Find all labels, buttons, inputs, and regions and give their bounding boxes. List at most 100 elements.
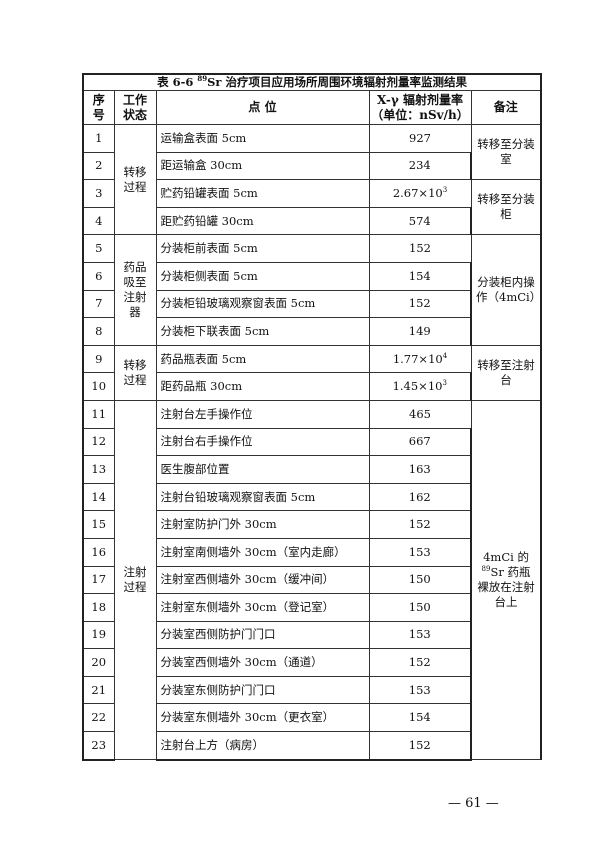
row-number: 9 <box>82 344 115 374</box>
remark-cell: 转移至分装柜 <box>470 179 543 236</box>
table-title: 表 6-6 89Sr 治疗项目应用场所周围环境辐射剂量率监测结果 <box>81 73 543 91</box>
dose-rate-value: 149 <box>368 317 472 346</box>
row-number: 4 <box>82 206 115 236</box>
row-number: 22 <box>82 703 115 733</box>
header-remark: 备注 <box>470 90 543 125</box>
table-row: 13 医生腹部位置 163 <box>82 455 541 484</box>
row-number: 11 <box>82 399 115 429</box>
point-cell: 运输盒表面 5cm <box>155 124 370 153</box>
dose-rate-value: 152 <box>368 510 472 539</box>
point-cell: 注射台右手操作位 <box>155 427 370 457</box>
table-row: 8 分装柜下联表面 5cm 149 <box>82 317 541 346</box>
row-number: 17 <box>82 565 115 595</box>
row-number: 23 <box>82 731 115 761</box>
point-cell: 注射室东侧墙外 30cm（登记室） <box>155 593 370 622</box>
remark-cell: 4mCi 的 89Sr 药瓶裸放在注射台上 <box>470 399 543 761</box>
table-row: 17 注射室西侧墙外 30cm（缓冲间） 150 <box>82 565 541 595</box>
dose-rate-value: 152 <box>368 234 472 263</box>
dose-rate-value: 667 <box>368 427 472 457</box>
work-status-cell: 转移过程 <box>113 123 157 236</box>
dose-rate-value: 927 <box>368 124 472 153</box>
header-status: 工作状态 <box>113 90 157 125</box>
point-cell: 注射台左手操作位 <box>155 399 370 429</box>
header-no: 序号 <box>82 90 115 125</box>
page-number: — 61 — <box>448 796 499 811</box>
row-number: 13 <box>82 455 115 484</box>
row-number: 10 <box>82 372 115 401</box>
table-row: 20 分装室西侧墙外 30cm（通道） 152 <box>82 648 541 677</box>
dose-rate-value: 152 <box>368 289 472 319</box>
point-cell: 距贮药铅罐 30cm <box>155 206 370 236</box>
row-number: 21 <box>82 675 115 705</box>
row-number: 15 <box>82 510 115 539</box>
point-cell: 分装柜铅玻璃观察窗表面 5cm <box>155 289 370 319</box>
row-number: 20 <box>82 648 115 677</box>
point-cell: 距运输盒 30cm <box>155 151 370 181</box>
row-number: 14 <box>82 482 115 512</box>
row-number: 16 <box>82 537 115 567</box>
point-cell: 医生腹部位置 <box>155 455 370 484</box>
table-row: 3 贮药铅罐表面 5cm 2.67×103 转移至分装柜 <box>82 179 543 236</box>
table-row: 1 转移过程 运输盒表面 5cm 927 转移至分装室 <box>82 123 543 236</box>
table-row: 7 分装柜铅玻璃观察窗表面 5cm 152 <box>82 289 541 319</box>
dose-rate-value: 153 <box>368 620 472 650</box>
row-number: 3 <box>82 179 115 208</box>
header-rate: X-γ 辐射剂量率 （单位：nSv/h） <box>368 90 472 125</box>
table-row: 23 注射台上方（病房） 152 <box>82 731 541 761</box>
row-number: 2 <box>82 151 115 181</box>
point-cell: 药品瓶表面 5cm <box>155 344 370 374</box>
dose-rate-value: 1.45×103 <box>368 372 472 401</box>
dose-rate-value: 154 <box>368 261 472 291</box>
table-row: 22 分装室东侧墙外 30cm（更衣室） 154 <box>82 703 541 733</box>
table-row: 2 距运输盒 30cm 234 <box>82 151 541 181</box>
dose-rate-value: 465 <box>368 399 472 429</box>
remark-cell: 分装柜内操作（4mCi） <box>470 234 543 346</box>
row-number: 1 <box>82 124 115 153</box>
dose-rate-value: 163 <box>368 455 472 484</box>
dose-rate-value: 2.67×103 <box>368 179 472 208</box>
dose-rate-value: 152 <box>368 731 472 761</box>
table-row: 4 距贮药铅罐 30cm 574 <box>82 206 541 236</box>
point-cell: 分装室东侧墙外 30cm（更衣室） <box>155 703 370 733</box>
dose-rate-value: 154 <box>368 703 472 733</box>
table-row: 16 注射室南侧墙外 30cm（室内走廊） 153 <box>82 537 541 567</box>
dose-rate-value: 150 <box>368 593 472 622</box>
table-row: 5 药品吸至注射器 分装柜前表面 5cm 152 分装柜内操作（4mCi） <box>82 234 543 346</box>
dose-rate-value: 153 <box>368 537 472 567</box>
row-number: 6 <box>82 261 115 291</box>
remark-cell: 转移至分装室 <box>470 123 543 181</box>
point-cell: 注射室南侧墙外 30cm（室内走廊） <box>155 537 370 567</box>
point-cell: 分装室东侧防护门门口 <box>155 675 370 705</box>
dose-rate-value: 234 <box>368 151 472 181</box>
point-cell: 注射台铅玻璃观察窗表面 5cm <box>155 482 370 512</box>
point-cell: 分装室西侧防护门门口 <box>155 620 370 650</box>
point-cell: 距药品瓶 30cm <box>155 372 370 401</box>
point-cell: 贮药铅罐表面 5cm <box>155 179 370 208</box>
point-cell: 分装柜侧表面 5cm <box>155 261 370 291</box>
dose-rate-value: 162 <box>368 482 472 512</box>
work-status-cell: 药品吸至注射器 <box>113 234 157 346</box>
monitoring-results-table: 表 6-6 89Sr 治疗项目应用场所周围环境辐射剂量率监测结果 序号 工作状态… <box>81 73 543 761</box>
point-cell: 注射室防护门外 30cm <box>155 510 370 539</box>
dose-rate-value: 153 <box>368 675 472 705</box>
table-row: 21 分装室东侧防护门门口 153 <box>82 675 541 705</box>
dose-rate-value: 574 <box>368 206 472 236</box>
point-cell: 注射台上方（病房） <box>155 731 370 761</box>
point-cell: 分装室西侧墙外 30cm（通道） <box>155 648 370 677</box>
row-number: 7 <box>82 289 115 319</box>
work-status-cell: 转移过程 <box>113 344 157 401</box>
table-row: 9 转移过程 药品瓶表面 5cm 1.77×104 转移至注射台 <box>82 344 543 401</box>
remark-cell: 转移至注射台 <box>470 344 543 401</box>
row-number: 5 <box>82 234 115 263</box>
table-row: 14 注射台铅玻璃观察窗表面 5cm 162 <box>82 482 541 512</box>
table-row: 11 注射过程 注射台左手操作位 465 4mCi 的 89Sr 药瓶裸放在注射台上 <box>82 399 543 761</box>
dose-rate-value: 152 <box>368 648 472 677</box>
point-cell: 注射室西侧墙外 30cm（缓冲间） <box>155 565 370 595</box>
row-number: 12 <box>82 427 115 457</box>
row-number: 18 <box>82 593 115 622</box>
row-number: 19 <box>82 620 115 650</box>
dose-rate-value: 1.77×104 <box>368 344 472 374</box>
row-number: 8 <box>82 317 115 346</box>
point-cell: 分装柜下联表面 5cm <box>155 317 370 346</box>
work-status-cell: 注射过程 <box>113 399 157 761</box>
